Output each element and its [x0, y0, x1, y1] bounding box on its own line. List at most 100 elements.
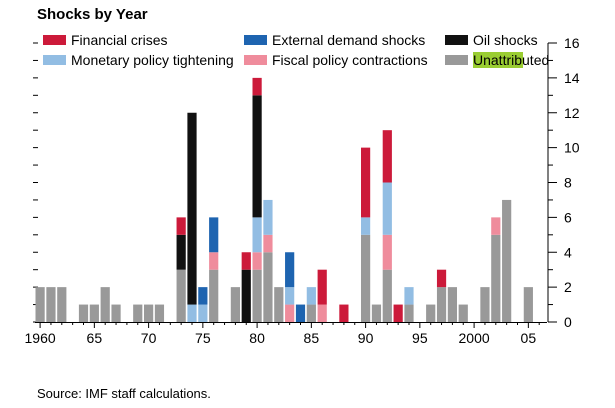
bar-segment — [263, 199, 273, 235]
bar-segment — [263, 252, 273, 322]
bar-segment — [274, 287, 284, 322]
x-tick-label: 05 — [521, 330, 537, 346]
y-tick-label: 10 — [564, 140, 580, 156]
bar-segment — [187, 112, 197, 305]
bar-segment — [46, 287, 56, 322]
bar-segment — [404, 287, 414, 305]
bar-segment — [371, 304, 382, 322]
bar-segment — [458, 304, 468, 322]
bar-segment — [480, 287, 490, 322]
x-tick-label: 75 — [195, 330, 211, 346]
y-tick-label: 0 — [564, 314, 572, 330]
y-tick-label: 8 — [564, 175, 572, 191]
legend-swatch — [244, 55, 267, 65]
bar-segment — [57, 287, 67, 322]
y-tick-label: 14 — [564, 70, 580, 86]
bar-segment — [285, 287, 295, 305]
legend-highlight — [473, 52, 523, 68]
bars-layer — [35, 77, 533, 322]
bar-segment — [426, 304, 436, 322]
bar-segment — [198, 287, 208, 305]
legend-swatch — [244, 35, 267, 45]
y-tick-label: 6 — [564, 209, 572, 225]
x-tick-label: 2000 — [459, 330, 490, 346]
bar-segment — [382, 234, 392, 270]
bar-segment — [361, 217, 371, 235]
source-note: Source: IMF staff calculations. — [37, 386, 211, 401]
bar-segment — [382, 269, 392, 322]
bar-segment — [523, 287, 533, 322]
y-tick-label: 4 — [564, 244, 572, 260]
bar-segment — [263, 234, 273, 253]
bar-segment — [78, 304, 89, 322]
bar-segment — [491, 234, 501, 322]
bar-segment — [241, 269, 251, 322]
bar-segment — [491, 217, 501, 235]
legend-label: Monetary policy tightening — [71, 52, 234, 68]
bar-segment — [393, 304, 403, 322]
bar-segment — [144, 304, 154, 322]
legend-label: External demand shocks — [272, 32, 425, 48]
bar-segment — [252, 252, 262, 270]
bar-segment — [176, 234, 186, 270]
y-tick-label: 12 — [564, 105, 580, 121]
bar-segment — [154, 304, 165, 322]
x-tick-label: 95 — [412, 330, 428, 346]
y-tick-label: 16 — [564, 35, 580, 51]
x-tick-label: 90 — [358, 330, 374, 346]
bar-segment — [317, 304, 327, 322]
bar-segment — [252, 95, 262, 218]
x-tick-label: 65 — [87, 330, 103, 346]
x-tick-label: 85 — [304, 330, 320, 346]
legend-label: Oil shocks — [473, 32, 538, 48]
bar-segment — [252, 269, 262, 322]
bar-segment — [361, 147, 371, 218]
axes-layer: 0 2 4 6 8 10 12 14 16 1960 65 70 75 80 85 90 95 2000 05 — [25, 35, 580, 346]
legend-label: Unattributed — [473, 52, 549, 68]
bar-segment — [502, 199, 512, 322]
bar-segment — [295, 304, 306, 322]
bar-segment — [252, 77, 262, 96]
bar-segment — [361, 234, 371, 322]
bar-segment — [111, 304, 121, 322]
bar-segment — [285, 304, 295, 322]
legend-swatch — [43, 55, 66, 65]
legend-swatch — [43, 35, 66, 45]
bar-segment — [89, 304, 99, 322]
bar-segment — [404, 304, 414, 322]
bar-segment — [209, 269, 219, 322]
bar-segment — [209, 252, 219, 270]
legend-label: Fiscal policy contractions — [272, 52, 428, 68]
bar-segment — [285, 252, 295, 288]
legend-swatch — [445, 35, 468, 45]
bar-segment — [252, 217, 262, 253]
y-tick-label: 2 — [564, 279, 572, 295]
bar-segment — [230, 287, 240, 322]
bar-segment — [187, 304, 197, 322]
x-tick-label: 80 — [249, 330, 265, 346]
bar-segment — [306, 304, 316, 322]
bar-segment — [382, 182, 392, 235]
chart-title: Shocks by Year — [37, 6, 148, 23]
bar-segment — [306, 287, 316, 305]
legend-label: Financial crises — [71, 32, 167, 48]
bar-segment — [198, 304, 208, 322]
bar-segment — [436, 287, 447, 322]
bar-segment — [209, 217, 219, 253]
bar-segment — [447, 287, 457, 322]
bar-segment — [35, 287, 45, 322]
bar-segment — [436, 269, 447, 288]
x-tick-label: 1960 — [25, 330, 56, 346]
bar-segment — [317, 269, 327, 305]
legend-swatch — [445, 55, 468, 65]
bar-segment — [339, 304, 349, 322]
bar-segment — [176, 269, 186, 322]
bar-segment — [100, 287, 110, 322]
legend: Financial crises External demand shocks Oi… — [43, 32, 549, 68]
bar-segment — [241, 252, 251, 270]
bar-segment — [176, 217, 186, 235]
x-tick-label: 70 — [141, 330, 157, 346]
bar-segment — [382, 130, 392, 183]
bar-segment — [133, 304, 143, 322]
